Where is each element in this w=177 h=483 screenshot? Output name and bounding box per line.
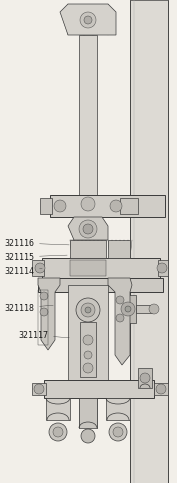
Circle shape: [80, 12, 96, 28]
Circle shape: [81, 303, 95, 317]
Circle shape: [85, 307, 91, 313]
Text: 321117: 321117: [18, 330, 69, 340]
Bar: [108, 240, 130, 258]
Circle shape: [113, 427, 123, 437]
Circle shape: [53, 427, 63, 437]
Circle shape: [84, 16, 92, 24]
Text: 321118: 321118: [4, 303, 53, 313]
Bar: [32, 260, 44, 276]
Bar: [70, 260, 106, 276]
Circle shape: [81, 429, 95, 443]
Bar: [44, 380, 154, 398]
Bar: [130, 0, 168, 483]
Bar: [68, 285, 108, 385]
Circle shape: [54, 200, 66, 212]
Bar: [120, 295, 136, 323]
Bar: [40, 198, 52, 214]
Bar: [79, 35, 97, 210]
Polygon shape: [38, 278, 60, 350]
Circle shape: [83, 335, 93, 345]
Text: 321116: 321116: [4, 239, 69, 247]
Bar: [70, 240, 106, 258]
Circle shape: [149, 304, 159, 314]
Bar: [158, 260, 168, 276]
Circle shape: [116, 314, 124, 322]
Circle shape: [125, 306, 131, 312]
Bar: [42, 258, 160, 278]
Circle shape: [140, 373, 150, 383]
Circle shape: [79, 220, 97, 238]
Circle shape: [40, 308, 48, 316]
Circle shape: [49, 423, 67, 441]
Circle shape: [83, 363, 93, 373]
Bar: [79, 398, 97, 428]
Circle shape: [81, 197, 95, 211]
Bar: [80, 322, 96, 377]
Bar: [120, 198, 138, 214]
Circle shape: [116, 296, 124, 304]
Text: 321115: 321115: [4, 253, 67, 261]
Circle shape: [83, 224, 93, 234]
Circle shape: [34, 384, 44, 394]
Bar: [154, 383, 168, 395]
Circle shape: [76, 298, 100, 322]
Circle shape: [109, 423, 127, 441]
Bar: [106, 398, 130, 420]
Polygon shape: [108, 278, 132, 365]
Circle shape: [157, 263, 167, 273]
Bar: [32, 383, 46, 395]
Text: 321114: 321114: [4, 267, 42, 275]
Circle shape: [84, 351, 92, 359]
Circle shape: [156, 384, 166, 394]
Bar: [138, 368, 152, 388]
Bar: [50, 195, 165, 217]
Bar: [38, 278, 163, 292]
Circle shape: [121, 302, 135, 316]
Bar: [46, 398, 70, 420]
Polygon shape: [68, 217, 108, 240]
Bar: [38, 290, 48, 345]
Circle shape: [110, 200, 122, 212]
Circle shape: [35, 263, 45, 273]
Circle shape: [40, 292, 48, 300]
Bar: [136, 305, 154, 313]
Polygon shape: [60, 4, 116, 35]
